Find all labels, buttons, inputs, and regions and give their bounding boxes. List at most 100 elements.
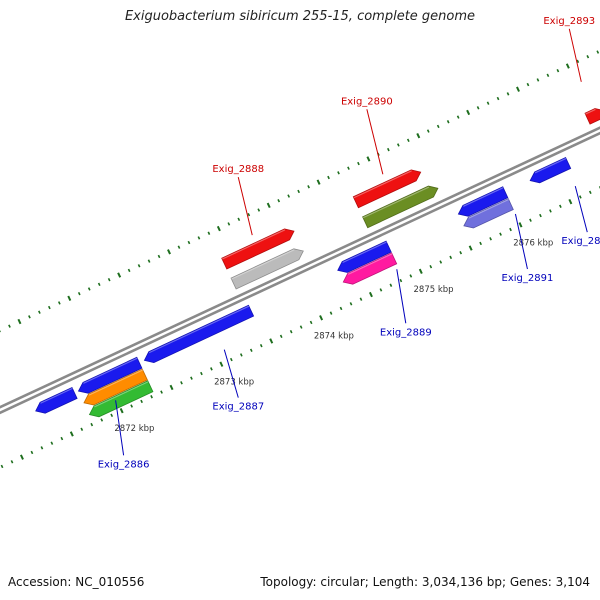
scale-tick: [337, 171, 340, 175]
gene-label[interactable]: Exig_2888: [212, 164, 264, 236]
scale-tick: [468, 245, 473, 251]
gene-feature-arrow[interactable]: [77, 356, 143, 394]
gene-feature-arrow[interactable]: [457, 186, 509, 217]
gene-feature-arrow[interactable]: [352, 169, 422, 209]
scale-tick: [157, 254, 161, 259]
scale-tick: [167, 249, 171, 255]
scale-tick: [289, 330, 293, 334]
scale-tick: [190, 376, 193, 380]
gene-label[interactable]: Exig_2889: [380, 269, 432, 338]
svg-text:Exig_2892: Exig_2892: [561, 236, 600, 247]
scale-tick: [67, 295, 72, 301]
scale-tick: [366, 156, 371, 162]
svg-text:Exig_2893: Exig_2893: [543, 16, 595, 27]
gene-feature-arrow[interactable]: [88, 380, 154, 418]
scale-tick: [446, 120, 450, 124]
scale-tick: [30, 450, 34, 455]
scale-tick: [147, 259, 151, 263]
scale-tick: [476, 106, 480, 110]
gene-feature-arrow[interactable]: [143, 304, 255, 364]
scale-tick: [316, 179, 321, 185]
scale-tick: [349, 302, 353, 306]
scale-tick: [588, 190, 592, 195]
scale-tick: [339, 306, 343, 311]
svg-text:Exig_2888: Exig_2888: [212, 164, 264, 175]
scale-tick: [229, 357, 233, 362]
scale-tick: [479, 241, 482, 246]
kbp-scale-label: 2876 kbp: [513, 238, 553, 248]
scale-tick: [97, 282, 101, 287]
gene-feature-arrow[interactable]: [529, 156, 572, 184]
gene-feature-arrow[interactable]: [362, 185, 439, 229]
scale-tick: [127, 268, 131, 273]
scale-tick: [368, 291, 373, 298]
gene-feature-arrow[interactable]: [230, 248, 304, 290]
scale-tick: [100, 418, 104, 422]
svg-text:Exig_2886: Exig_2886: [98, 459, 150, 470]
scale-tick: [486, 101, 490, 105]
gene-label[interactable]: Exig_2887: [212, 349, 264, 413]
scale-tick: [496, 96, 500, 101]
scale-tick: [529, 218, 532, 222]
scale-tick: [576, 59, 580, 64]
gene-feature-arrow[interactable]: [342, 252, 398, 285]
gene-label[interactable]: Exig_2893: [543, 16, 595, 82]
scale-tick: [539, 213, 542, 218]
scale-tick: [426, 129, 430, 133]
scale-tick: [266, 202, 271, 209]
scale-tick: [119, 407, 124, 414]
scale-tick: [207, 231, 211, 235]
scale-tick: [90, 422, 94, 427]
gene-feature-arrow[interactable]: [83, 368, 148, 406]
svg-text:Exig_2890: Exig_2890: [341, 96, 393, 107]
scale-tick: [249, 348, 253, 352]
scale-tick: [559, 204, 562, 208]
kbp-scale-label: 2874 kbp: [314, 331, 354, 341]
scale-tick: [8, 324, 11, 328]
scale-tick: [279, 334, 283, 339]
scale-tick: [466, 109, 471, 116]
scale-tick: [216, 225, 221, 232]
gene-feature-arrow[interactable]: [221, 228, 295, 270]
scale-tick: [130, 404, 133, 408]
gene-label[interactable]: Exig_2886: [98, 400, 150, 470]
scale-tick: [257, 208, 261, 212]
genome-backbone: [0, 126, 600, 409]
feature-layer: [35, 108, 600, 418]
gene-label[interactable]: Exig_2891: [502, 213, 554, 284]
scale-tick: [418, 268, 423, 275]
genome-summary-text: Topology: circular; Length: 3,034,136 bp…: [260, 575, 590, 589]
scale-tick: [526, 82, 530, 87]
scale-tick: [499, 232, 502, 236]
svg-text:Exig_2891: Exig_2891: [502, 273, 554, 284]
gene-feature-arrow[interactable]: [463, 198, 514, 229]
gene-feature-arrow[interactable]: [584, 108, 600, 125]
scale-tick: [57, 301, 61, 305]
kbp-scale-label: 2875 kbp: [414, 285, 454, 295]
scale-tick: [48, 305, 51, 310]
kbp-scale-label: 2872 kbp: [114, 424, 154, 434]
scale-tick: [406, 138, 410, 143]
scale-tick: [506, 92, 510, 96]
scale-tick: [357, 161, 360, 166]
gene-feature-arrow[interactable]: [35, 386, 78, 414]
scale-tick: [379, 288, 383, 292]
gene-label[interactable]: Exig_2892: [561, 185, 600, 247]
scale-tick: [38, 310, 41, 314]
scale-tick: [169, 384, 174, 391]
scale-tick: [449, 255, 453, 260]
scale-tick: [568, 198, 573, 205]
genome-title: Exiguobacterium sibiricum 255-15, comple…: [124, 9, 476, 24]
scale-tick: [0, 464, 4, 469]
scale-tick: [287, 194, 291, 198]
scale-tick: [117, 272, 122, 278]
scale-tick: [107, 278, 111, 282]
scale-tick: [307, 185, 310, 189]
gene-label[interactable]: Exig_2890: [341, 96, 393, 175]
svg-text:Exig_2887: Exig_2887: [212, 402, 264, 413]
scale-tick: [387, 147, 390, 152]
scale-tick: [259, 343, 263, 348]
scale-tick: [578, 195, 582, 199]
gene-feature-arrow[interactable]: [337, 240, 392, 273]
